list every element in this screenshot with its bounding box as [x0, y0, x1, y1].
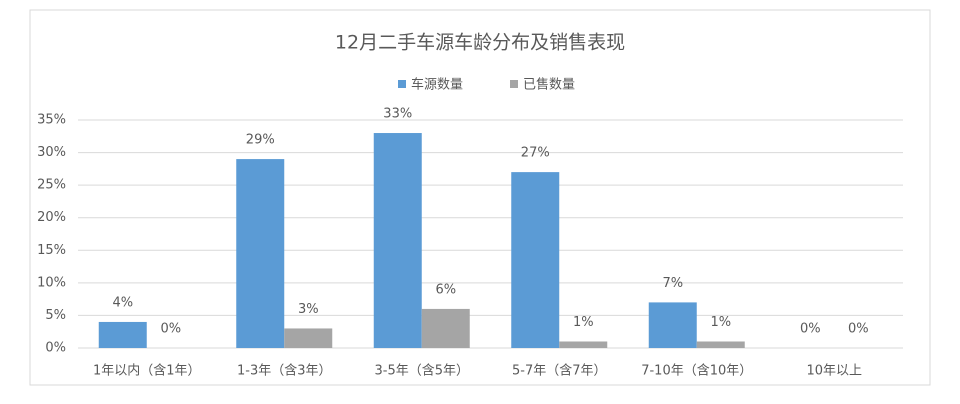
y-tick-label: 35%	[37, 113, 66, 128]
x-tick-label: 1年以内（含1年）	[93, 363, 201, 379]
bar	[559, 341, 608, 348]
value-label: 3%	[298, 302, 319, 317]
legend-label: 已售数量	[523, 77, 575, 93]
bar	[284, 328, 333, 348]
value-label: 27%	[521, 146, 550, 161]
value-label: 0%	[160, 322, 181, 337]
bar	[421, 308, 470, 348]
y-tick-label: 30%	[37, 145, 66, 160]
value-label: 29%	[246, 133, 275, 148]
value-label: 1%	[573, 315, 594, 330]
x-tick-label: 3-5年（含5年）	[374, 363, 469, 379]
x-tick-label: 10年以上	[806, 364, 862, 379]
bar	[696, 341, 745, 348]
x-tick-label: 1-3年（含3年）	[237, 363, 332, 379]
legend-label: 车源数量	[411, 77, 463, 93]
bar	[236, 159, 285, 348]
value-label: 0%	[848, 322, 869, 337]
value-label: 33%	[383, 107, 412, 122]
chart-frame	[29, 9, 931, 386]
value-label: 7%	[662, 276, 683, 291]
bar	[648, 302, 697, 348]
y-tick-label: 0%	[45, 341, 66, 356]
y-tick-label: 5%	[45, 308, 66, 323]
bar	[511, 172, 560, 348]
y-tick-label: 15%	[37, 243, 66, 258]
legend-swatch	[398, 80, 406, 88]
value-label: 0%	[800, 322, 821, 337]
x-tick-label: 7-10年（含10年）	[641, 363, 752, 379]
value-label: 4%	[112, 295, 133, 310]
value-label: 6%	[435, 282, 456, 297]
bar	[98, 321, 147, 348]
y-tick-label: 10%	[37, 275, 66, 290]
x-tick-label: 5-7年（含7年）	[512, 363, 607, 379]
legend-swatch	[510, 80, 518, 88]
y-tick-label: 20%	[37, 210, 66, 225]
chart-title: 12月二手车源车龄分布及销售表现	[335, 32, 625, 54]
bar	[373, 133, 422, 348]
y-tick-label: 25%	[37, 178, 66, 193]
value-label: 1%	[710, 315, 731, 330]
